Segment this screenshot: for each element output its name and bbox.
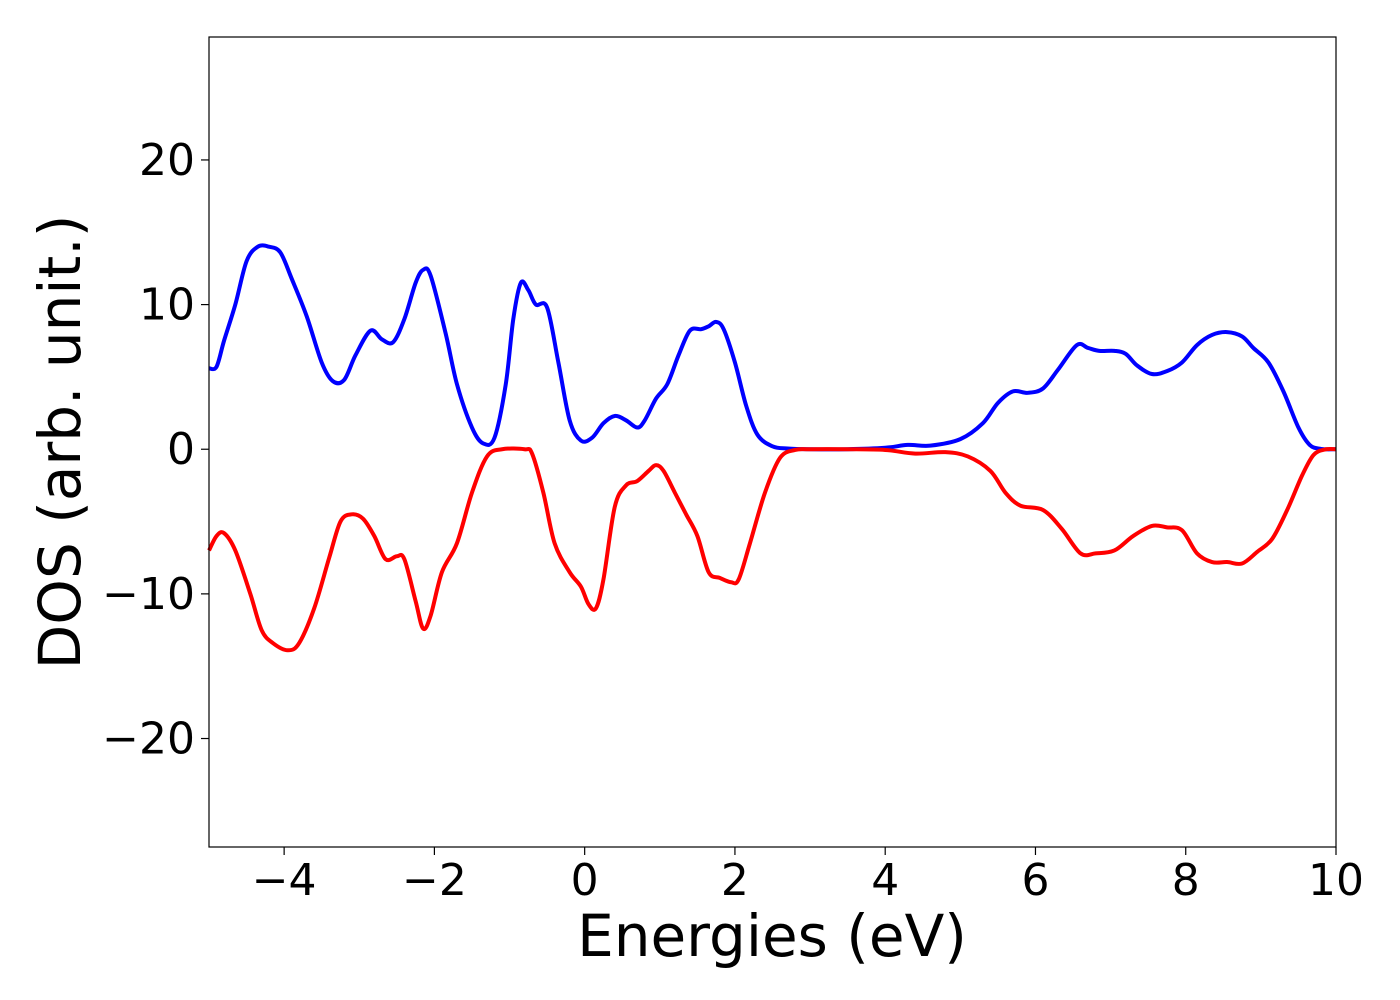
x-tick-label: 6 <box>1021 855 1049 906</box>
x-tick-label: −4 <box>252 855 317 906</box>
x-tick-label: 10 <box>1308 855 1364 906</box>
plot-frame <box>208 36 1337 848</box>
x-tick-label: 4 <box>871 855 899 906</box>
x-axis: −4 −2 0 2 4 6 8 10 <box>252 847 1364 906</box>
plot-background <box>209 37 1336 847</box>
x-tick-label: 8 <box>1172 855 1200 906</box>
y-tick-label: 0 <box>167 424 195 475</box>
x-tick-label: 0 <box>571 855 599 906</box>
y-tick-label: −10 <box>102 569 195 620</box>
y-tick-label: −20 <box>102 714 195 765</box>
x-axis-label: Energies (eV) <box>577 902 967 970</box>
x-tick-label: −2 <box>402 855 467 906</box>
series-layer <box>207 243 1337 653</box>
series-line-2 <box>207 446 1337 653</box>
y-tick-label: 10 <box>139 280 195 331</box>
y-tick-label: 20 <box>139 135 195 186</box>
y-axis: −20 −10 0 10 20 <box>102 135 209 765</box>
x-tick-label: 2 <box>721 855 749 906</box>
series-line-1 <box>208 243 1337 452</box>
y-axis-label: DOS (arb. unit.) <box>26 215 94 670</box>
